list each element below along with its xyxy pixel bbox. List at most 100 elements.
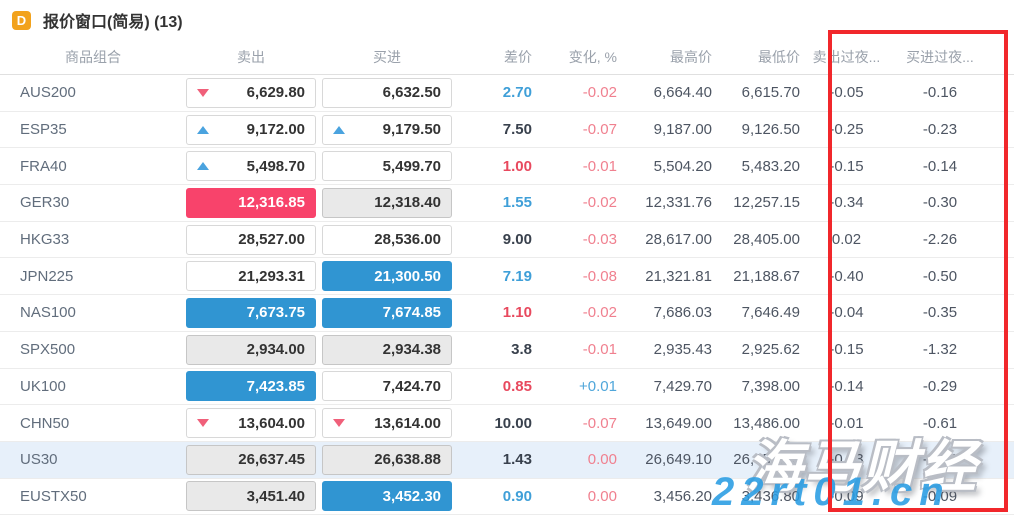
sell-price-value: 13,604.00 <box>238 414 305 432</box>
up-arrow-icon <box>197 162 209 171</box>
symbol-label: ESP35 <box>20 121 67 139</box>
sell-price-cell[interactable]: 21,293.31 <box>186 261 316 292</box>
quote-row-aus200[interactable]: AUS200 6,629.80 6,632.50 2.70 -0.02 6,66… <box>0 75 1014 112</box>
sell-price-cell[interactable]: 26,637.45 <box>186 444 316 475</box>
down-arrow-icon <box>333 419 345 428</box>
symbol-label: JPN225 <box>20 267 74 285</box>
spread-value: 1.55 <box>502 194 532 212</box>
col-header-low[interactable]: 最低价 <box>758 49 800 65</box>
high-price-value: 28,617.00 <box>645 231 712 249</box>
quote-row-us30[interactable]: US30 26,637.45 26,638.88 1.43 0.00 26,64… <box>0 441 1014 479</box>
buy-overnight-value: -0.29 <box>922 377 958 395</box>
low-price-value: 21,188.67 <box>733 267 800 285</box>
sell-price-cell[interactable]: 13,604.00 <box>186 408 316 439</box>
col-header-buy-overnight[interactable]: 买进过夜... <box>906 49 974 65</box>
sell-price-cell[interactable]: 7,423.85 <box>186 371 316 402</box>
col-header-high[interactable]: 最高价 <box>670 49 712 65</box>
sell-price-cell[interactable]: 3,451.40 <box>186 481 316 512</box>
change-percent-value: -0.02 <box>582 304 617 322</box>
sell-price-cell[interactable]: 6,629.80 <box>186 77 316 108</box>
quote-row-jpn225[interactable]: JPN225 21,293.31 21,300.50 7.19 -0.08 21… <box>0 258 1014 296</box>
buy-overnight-value: -0.35 <box>922 304 958 322</box>
change-percent-value: -0.01 <box>582 157 617 175</box>
quote-row-uk100[interactable]: UK100 7,423.85 7,424.70 0.85 +0.01 7,429… <box>0 369 1014 406</box>
buy-price-cell[interactable]: 28,536.00 <box>322 224 452 255</box>
buy-price-cell[interactable]: 21,300.50 <box>322 261 452 292</box>
buy-overnight-value: -1.32 <box>922 341 958 359</box>
down-arrow-icon <box>197 419 209 428</box>
down-arrow-icon <box>197 88 209 97</box>
buy-price-cell[interactable]: 12,318.40 <box>322 187 452 218</box>
high-price-value: 7,686.03 <box>653 304 712 322</box>
titlebar: D 报价窗口(简易) (13) <box>0 0 1014 40</box>
col-header-spread[interactable]: 差价 <box>504 49 532 65</box>
quote-row-hkg33[interactable]: HKG33 28,527.00 28,536.00 9.00 -0.03 28,… <box>0 222 1014 259</box>
buy-price-cell[interactable]: 9,179.50 <box>322 114 452 145</box>
sell-overnight-value: 0.02 <box>831 231 862 249</box>
buy-price-cell[interactable]: 2,934.38 <box>322 334 452 365</box>
buy-price-value: 28,536.00 <box>374 231 441 249</box>
high-price-value: 9,187.00 <box>653 121 712 139</box>
buy-price-value: 9,179.50 <box>382 121 441 139</box>
symbol-label: GER30 <box>20 194 70 212</box>
sell-price-cell[interactable]: 28,527.00 <box>186 224 316 255</box>
change-percent-value: -0.02 <box>582 194 617 212</box>
buy-price-cell[interactable]: 5,499.70 <box>322 151 452 182</box>
symbol-label: FRA40 <box>20 157 67 175</box>
symbol-label: UK100 <box>20 377 66 395</box>
buy-price-cell[interactable]: 6,632.50 <box>322 77 452 108</box>
sell-price-value: 7,673.75 <box>246 304 305 322</box>
col-header-sell[interactable]: 卖出 <box>237 49 265 65</box>
sell-price-cell[interactable]: 7,673.75 <box>186 297 316 328</box>
change-percent-value: -0.01 <box>582 341 617 359</box>
sell-price-value: 2,934.00 <box>246 341 305 359</box>
spread-value: 1.43 <box>502 451 532 469</box>
symbol-label: SPX500 <box>20 341 76 359</box>
high-price-value: 26,649.10 <box>645 451 712 469</box>
spread-value: 10.00 <box>494 414 532 432</box>
quote-row-spx500[interactable]: SPX500 2,934.00 2,934.38 3.8 -0.01 2,935… <box>0 332 1014 369</box>
sell-overnight-value: -0.05 <box>829 84 864 102</box>
buy-price-cell[interactable]: 26,638.88 <box>322 444 452 475</box>
buy-overnight-value: -0.61 <box>922 414 958 432</box>
symbol-label: CHN50 <box>20 414 70 432</box>
quote-table: AUS200 6,629.80 6,632.50 2.70 -0.02 6,66… <box>0 75 1014 516</box>
low-price-value: 7,646.49 <box>741 304 800 322</box>
quote-row-chn50[interactable]: CHN50 13,604.00 13,614.00 10.00 -0.07 13… <box>0 405 1014 442</box>
buy-price-cell[interactable]: 13,614.00 <box>322 408 452 439</box>
sell-price-cell[interactable]: 5,498.70 <box>186 151 316 182</box>
symbol-label: HKG33 <box>20 231 70 249</box>
app-icon: D <box>12 10 31 30</box>
quote-row-nas100[interactable]: NAS100 7,673.75 7,674.85 1.10 -0.02 7,68… <box>0 295 1014 332</box>
sell-overnight-value: -0.13 <box>829 451 864 469</box>
buy-price-cell[interactable]: 7,424.70 <box>322 371 452 402</box>
watermark-text: 海马财经 <box>746 435 978 498</box>
quote-row-fra40[interactable]: FRA40 5,498.70 5,499.70 1.00 -0.01 5,504… <box>0 148 1014 186</box>
spread-value: 0.85 <box>502 377 532 395</box>
spread-value: 2.70 <box>502 84 532 102</box>
sell-price-value: 26,637.45 <box>238 451 305 469</box>
col-header-sell-overnight[interactable]: 卖出过夜... <box>812 49 881 65</box>
sell-price-cell[interactable]: 9,172.00 <box>186 114 316 145</box>
quote-row-eustx50[interactable]: EUSTX50 3,451.40 3,452.30 0.90 0.00 3,45… <box>0 479 1014 516</box>
sell-overnight-value: -0.34 <box>829 194 864 212</box>
quote-row-ger30[interactable]: GER30 12,316.85 12,318.40 1.55 -0.02 12,… <box>0 185 1014 222</box>
table-header: 商品组合 卖出 买进 差价 变化, % 最高价 最低价 卖出过夜... 买进过夜… <box>0 40 1014 75</box>
col-header-buy[interactable]: 买进 <box>373 49 401 65</box>
sell-price-cell[interactable]: 2,934.00 <box>186 334 316 365</box>
up-arrow-icon <box>333 125 345 134</box>
sell-price-value: 21,293.31 <box>238 267 305 285</box>
buy-price-cell[interactable]: 3,452.30 <box>322 481 452 512</box>
buy-overnight-value: -2.26 <box>922 231 958 249</box>
change-percent-value: -0.07 <box>582 121 617 139</box>
spread-value: 3.8 <box>511 341 532 359</box>
spread-value: 9.00 <box>502 231 532 249</box>
buy-overnight-value: -1.19 <box>922 451 958 469</box>
buy-price-cell[interactable]: 7,674.85 <box>322 297 452 328</box>
col-header-change[interactable]: 变化, % <box>568 49 617 65</box>
buy-price-value: 6,632.50 <box>382 84 441 102</box>
sell-overnight-value: -0.25 <box>829 121 864 139</box>
sell-price-cell[interactable]: 12,316.85 <box>186 187 316 218</box>
quote-row-esp35[interactable]: ESP35 9,172.00 9,179.50 7.50 -0.07 9,187… <box>0 112 1014 149</box>
col-header-name[interactable]: 商品组合 <box>65 49 121 65</box>
